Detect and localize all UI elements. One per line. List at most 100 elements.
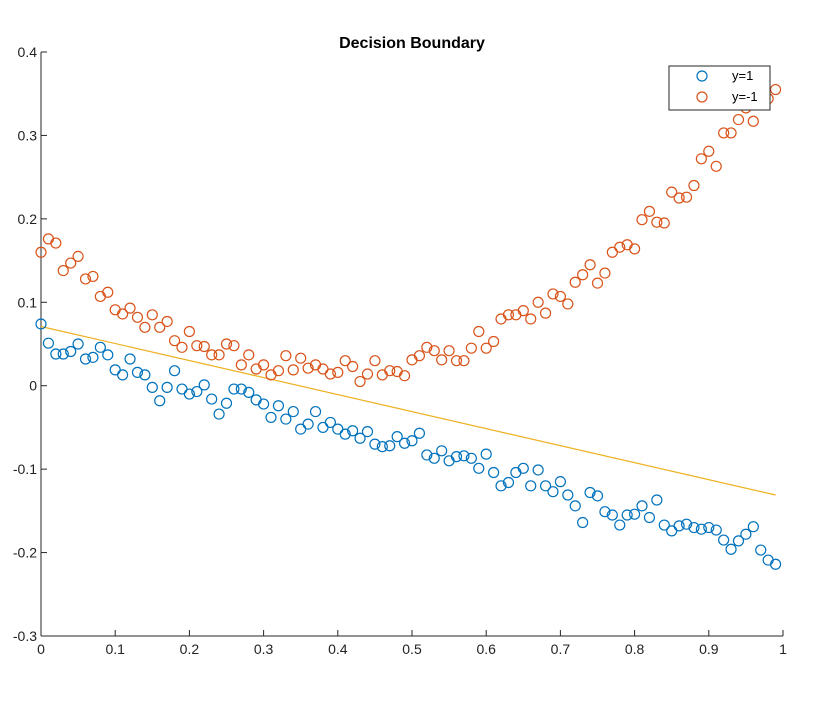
point-y-neg1 — [243, 349, 255, 361]
point-y-neg1 — [547, 288, 559, 300]
point-y-neg1 — [102, 286, 114, 298]
point-y1 — [473, 462, 485, 474]
point-y-neg1 — [554, 290, 567, 303]
point-y-neg1 — [213, 349, 225, 361]
point-y-neg1 — [495, 313, 507, 325]
point-y-neg1 — [146, 309, 158, 321]
x-tick-label: 0.7 — [551, 641, 571, 657]
point-y1 — [131, 366, 144, 378]
point-y1 — [398, 437, 411, 449]
point-y-neg1 — [272, 365, 285, 377]
point-y1 — [176, 383, 188, 395]
y-tick-label: 0.3 — [18, 127, 38, 143]
point-y1 — [577, 516, 589, 529]
point-y-neg1 — [154, 321, 166, 333]
point-y1 — [220, 397, 233, 409]
x-tick-label: 0.8 — [625, 641, 645, 657]
series-y-neg1 — [35, 83, 782, 388]
point-y1 — [183, 388, 195, 400]
point-y1 — [206, 393, 218, 405]
point-y-neg1 — [228, 340, 240, 352]
point-y1 — [680, 518, 693, 530]
point-y-neg1 — [168, 335, 181, 347]
point-y1 — [636, 500, 648, 512]
point-y-neg1 — [703, 145, 715, 157]
point-y-neg1 — [584, 259, 596, 271]
point-y-neg1 — [220, 338, 233, 350]
point-y1 — [347, 425, 359, 437]
point-y-neg1 — [235, 359, 247, 371]
point-y-neg1 — [606, 246, 618, 258]
legend-marker-y-neg1 — [696, 91, 708, 103]
point-y1 — [35, 318, 47, 330]
point-y1 — [539, 480, 552, 492]
point-y1 — [762, 554, 774, 566]
point-y1 — [569, 500, 581, 512]
point-y-neg1 — [517, 305, 529, 317]
point-y1 — [747, 521, 759, 533]
point-y1 — [510, 466, 522, 479]
point-y1 — [673, 520, 685, 532]
point-y1 — [384, 440, 396, 452]
point-y1 — [198, 379, 210, 391]
point-y-neg1 — [532, 296, 544, 308]
point-y1 — [317, 421, 329, 434]
point-y-neg1 — [488, 335, 500, 348]
point-y1 — [458, 450, 470, 462]
x-tick-label: 1 — [779, 641, 787, 657]
point-y1 — [421, 449, 433, 461]
point-y-neg1 — [465, 342, 477, 354]
point-y-neg1 — [79, 273, 92, 285]
point-y-neg1 — [569, 276, 581, 288]
point-y1 — [450, 451, 463, 463]
y-tick-label: -0.3 — [13, 628, 37, 644]
point-y1 — [413, 427, 426, 439]
point-y1 — [406, 435, 418, 447]
point-y-neg1 — [443, 345, 455, 357]
point-y-neg1 — [265, 369, 277, 381]
point-y1 — [302, 418, 314, 430]
point-y1 — [258, 398, 270, 410]
point-y1 — [532, 464, 544, 476]
point-y-neg1 — [732, 113, 745, 126]
point-y1 — [250, 394, 262, 406]
point-y-neg1 — [57, 264, 69, 277]
point-y1 — [517, 462, 529, 474]
point-y-neg1 — [539, 307, 552, 319]
point-y1 — [465, 452, 477, 464]
point-y1 — [621, 509, 633, 521]
y-tick-label: -0.1 — [13, 461, 37, 477]
point-y1 — [614, 519, 626, 531]
point-y1 — [243, 386, 255, 398]
point-y1 — [525, 480, 537, 492]
legend-box — [668, 65, 771, 111]
y-tick-label: 0 — [29, 378, 37, 394]
point-y-neg1 — [428, 345, 440, 357]
point-y1 — [287, 405, 299, 418]
decision-boundary-line — [40, 325, 776, 496]
point-y-neg1 — [302, 362, 314, 374]
point-y1 — [235, 383, 247, 395]
point-y1 — [87, 351, 99, 363]
point-y1 — [643, 511, 656, 524]
point-y-neg1 — [688, 179, 700, 192]
point-y1 — [272, 400, 285, 412]
point-y1 — [376, 441, 388, 453]
point-y1 — [146, 381, 158, 393]
boundary-line-layer — [40, 325, 776, 496]
y-tick-label: 0.4 — [18, 44, 38, 60]
point-y1 — [280, 413, 292, 425]
point-y-neg1 — [361, 368, 374, 380]
point-y1 — [584, 486, 596, 499]
point-y-neg1 — [562, 298, 574, 310]
point-y-neg1 — [72, 250, 84, 262]
point-y1 — [562, 489, 574, 501]
point-y1 — [391, 431, 403, 443]
point-y1 — [109, 364, 121, 376]
point-y1 — [94, 341, 106, 353]
point-y-neg1 — [280, 350, 292, 362]
x-tick-label: 0.6 — [476, 641, 496, 657]
x-tick-label: 0.4 — [328, 641, 348, 657]
point-y-neg1 — [295, 352, 307, 364]
